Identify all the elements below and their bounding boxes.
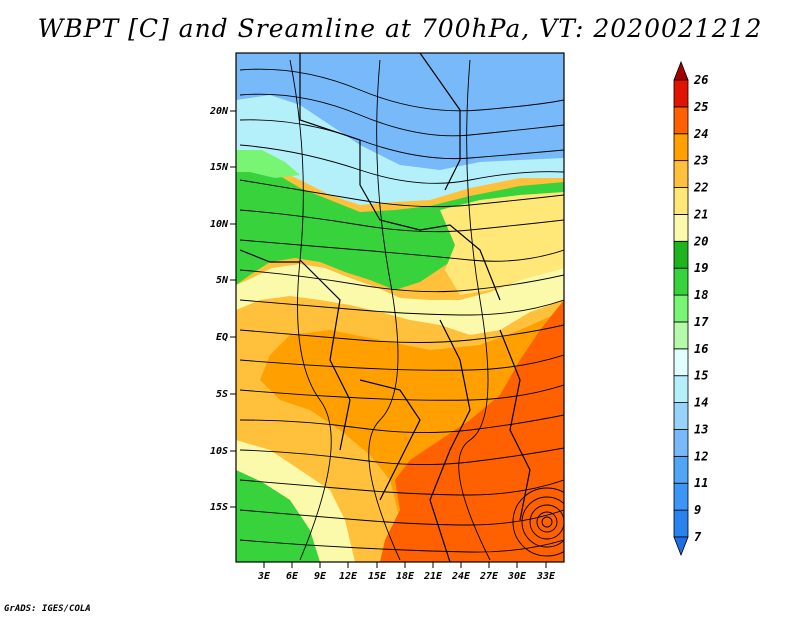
colorbar-segment xyxy=(673,214,689,242)
colorbar-segment xyxy=(673,160,689,188)
streamlines xyxy=(239,59,564,561)
colorbar-label: 9 xyxy=(694,503,701,517)
colorbar-segment xyxy=(673,348,689,377)
lon-axis xyxy=(263,562,547,568)
colorbar-label: 22 xyxy=(693,181,708,195)
wbpt-region-lightorange xyxy=(440,192,564,295)
lon-label: 33E xyxy=(536,571,556,582)
colorbar-segment xyxy=(673,429,689,457)
colorbar-label: 23 xyxy=(693,154,708,168)
colorbar-label: 20 xyxy=(693,234,708,248)
colorbar-bottom-arrow xyxy=(673,536,689,557)
lon-label: 12E xyxy=(339,571,358,582)
colorbar-label: 26 xyxy=(693,73,708,87)
colorbar-segment xyxy=(673,133,689,162)
colorbar-label: 24 xyxy=(693,127,708,141)
wbpt-region-sw-green xyxy=(236,470,320,562)
wbpt-region-lightgreen xyxy=(236,150,300,178)
colorbar-segment xyxy=(673,267,689,296)
lon-label: 9E xyxy=(314,571,327,582)
wbpt-region-green xyxy=(236,165,564,290)
lat-label: 15N xyxy=(210,162,229,173)
map-title: WBPT [C] and Sreamline at 700hPa, VT: 20… xyxy=(37,14,763,43)
colorbar-segment xyxy=(673,455,689,484)
lon-label: 24E xyxy=(451,571,471,582)
colorbar-label: 11 xyxy=(694,476,708,490)
lat-label: 15S xyxy=(210,502,228,513)
colorbar-top-arrow xyxy=(673,60,689,81)
lat-label: 5N xyxy=(216,275,229,286)
colorbar-segment xyxy=(673,375,689,403)
map-frame xyxy=(235,52,565,563)
colorbar-label: 13 xyxy=(694,422,708,436)
colorbar-segment xyxy=(673,187,689,215)
colorbar-label: 17 xyxy=(694,315,709,329)
map-panel xyxy=(236,53,564,562)
lat-axis xyxy=(230,110,236,508)
lat-label: EQ xyxy=(216,332,228,343)
lat-label: 10N xyxy=(210,219,229,230)
colorbar-segment xyxy=(673,79,689,108)
colorbar-segment xyxy=(673,402,689,430)
colorbar-label: 7 xyxy=(694,530,702,544)
lon-label: 3E xyxy=(257,571,271,582)
lon-label: 18E xyxy=(396,571,415,582)
colorbar-segment xyxy=(673,321,689,350)
colorbar-segment xyxy=(673,240,689,269)
lat-label: 20N xyxy=(209,106,229,117)
lon-label: 30E xyxy=(507,571,527,582)
colorbar-label: 21 xyxy=(693,207,708,221)
colorbar-label: 15 xyxy=(694,369,708,383)
colorbar-label: 14 xyxy=(694,396,708,410)
colorbar-label: 25 xyxy=(693,100,708,114)
lat-label: 10S xyxy=(210,446,228,457)
colorbar-segment xyxy=(673,294,689,323)
country-borders xyxy=(239,53,531,562)
colorbar: 7 9 11 12 13 14 15 16 17 18 19 20 21 22 23 24 25 26 xyxy=(673,60,709,557)
colorbar-segment xyxy=(673,482,689,511)
lon-label: 21E xyxy=(423,571,443,582)
colorbar-label: 19 xyxy=(694,261,708,275)
wbpt-region-yellow xyxy=(236,264,564,335)
lat-label: 5S xyxy=(216,389,228,400)
colorbar-label: 18 xyxy=(694,288,708,302)
colorbar-label: 16 xyxy=(694,342,708,356)
colorbar-segment xyxy=(673,509,689,538)
lon-label: 6E xyxy=(286,571,299,582)
colorbar-segment xyxy=(673,106,689,135)
footer-credit: GrADS: IGES/COLA xyxy=(4,604,91,614)
lon-label: 15E xyxy=(368,571,387,582)
colorbar-label: 12 xyxy=(694,449,708,463)
lon-label: 27E xyxy=(479,571,499,582)
